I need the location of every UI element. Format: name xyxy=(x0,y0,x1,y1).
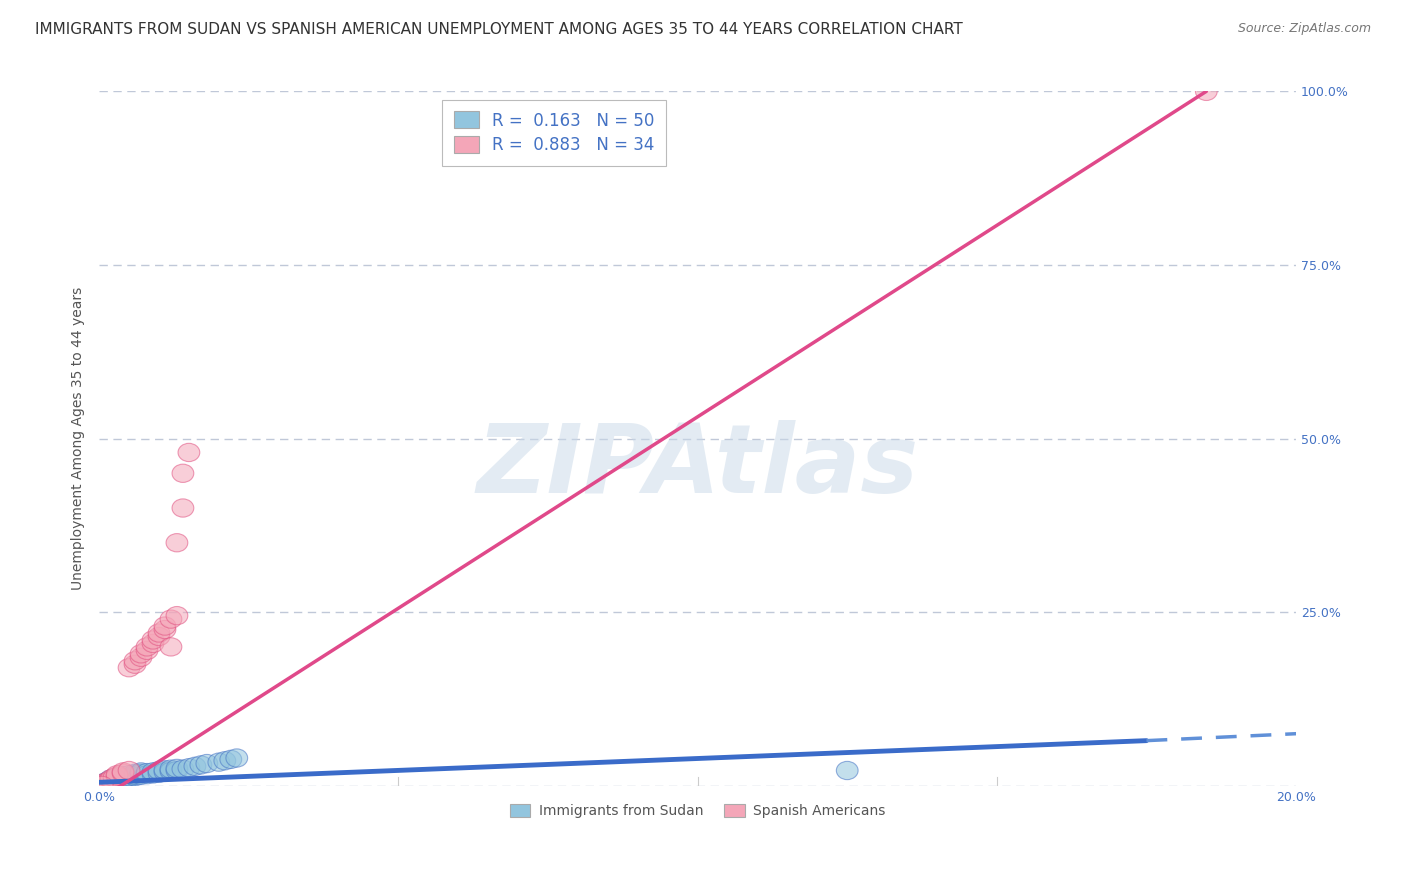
Legend: Immigrants from Sudan, Spanish Americans: Immigrants from Sudan, Spanish Americans xyxy=(503,799,891,824)
Ellipse shape xyxy=(148,627,170,646)
Ellipse shape xyxy=(172,464,194,483)
Ellipse shape xyxy=(107,770,128,788)
Ellipse shape xyxy=(124,764,146,782)
Ellipse shape xyxy=(103,772,125,790)
Ellipse shape xyxy=(142,764,165,783)
Ellipse shape xyxy=(131,763,152,781)
Ellipse shape xyxy=(142,763,165,781)
Ellipse shape xyxy=(112,763,134,781)
Ellipse shape xyxy=(166,759,188,778)
Ellipse shape xyxy=(136,638,157,656)
Ellipse shape xyxy=(226,749,247,767)
Ellipse shape xyxy=(131,648,152,666)
Ellipse shape xyxy=(179,443,200,461)
Ellipse shape xyxy=(100,771,122,789)
Ellipse shape xyxy=(124,766,146,784)
Ellipse shape xyxy=(155,761,176,779)
Ellipse shape xyxy=(124,768,146,786)
Ellipse shape xyxy=(148,762,170,780)
Ellipse shape xyxy=(166,533,188,552)
Text: Source: ZipAtlas.com: Source: ZipAtlas.com xyxy=(1237,22,1371,36)
Ellipse shape xyxy=(91,775,112,794)
Ellipse shape xyxy=(160,762,181,780)
Ellipse shape xyxy=(94,776,117,794)
Ellipse shape xyxy=(172,499,194,517)
Ellipse shape xyxy=(94,774,117,793)
Ellipse shape xyxy=(136,764,157,781)
Y-axis label: Unemployment Among Ages 35 to 44 years: Unemployment Among Ages 35 to 44 years xyxy=(72,287,86,591)
Ellipse shape xyxy=(94,773,117,791)
Ellipse shape xyxy=(118,769,141,788)
Ellipse shape xyxy=(142,631,165,649)
Ellipse shape xyxy=(112,771,134,789)
Ellipse shape xyxy=(837,762,858,780)
Ellipse shape xyxy=(124,652,146,670)
Ellipse shape xyxy=(100,770,122,788)
Ellipse shape xyxy=(94,774,117,793)
Ellipse shape xyxy=(94,773,117,791)
Ellipse shape xyxy=(131,766,152,784)
Ellipse shape xyxy=(107,772,128,790)
Ellipse shape xyxy=(219,750,242,769)
Ellipse shape xyxy=(136,641,157,659)
Ellipse shape xyxy=(160,610,181,628)
Ellipse shape xyxy=(166,762,188,780)
Ellipse shape xyxy=(190,756,212,774)
Ellipse shape xyxy=(118,765,141,784)
Ellipse shape xyxy=(112,764,134,782)
Ellipse shape xyxy=(93,777,115,795)
Ellipse shape xyxy=(142,634,165,653)
Ellipse shape xyxy=(148,764,170,782)
Ellipse shape xyxy=(155,763,176,781)
Ellipse shape xyxy=(100,773,122,791)
Ellipse shape xyxy=(172,760,194,778)
Text: IMMIGRANTS FROM SUDAN VS SPANISH AMERICAN UNEMPLOYMENT AMONG AGES 35 TO 44 YEARS: IMMIGRANTS FROM SUDAN VS SPANISH AMERICA… xyxy=(35,22,963,37)
Ellipse shape xyxy=(131,764,152,782)
Ellipse shape xyxy=(155,617,176,635)
Ellipse shape xyxy=(100,770,122,788)
Ellipse shape xyxy=(1195,82,1218,101)
Text: ZIPAtlas: ZIPAtlas xyxy=(477,420,918,513)
Ellipse shape xyxy=(184,757,205,775)
Ellipse shape xyxy=(214,752,236,770)
Ellipse shape xyxy=(195,755,218,772)
Ellipse shape xyxy=(118,768,141,786)
Ellipse shape xyxy=(155,621,176,639)
Ellipse shape xyxy=(118,658,141,677)
Ellipse shape xyxy=(107,768,128,787)
Ellipse shape xyxy=(118,762,141,780)
Ellipse shape xyxy=(124,655,146,673)
Ellipse shape xyxy=(136,765,157,784)
Ellipse shape xyxy=(100,771,122,789)
Ellipse shape xyxy=(107,767,128,785)
Ellipse shape xyxy=(103,771,125,789)
Ellipse shape xyxy=(97,774,120,792)
Ellipse shape xyxy=(166,607,188,624)
Ellipse shape xyxy=(97,772,120,790)
Ellipse shape xyxy=(91,776,112,795)
Ellipse shape xyxy=(160,760,181,778)
Ellipse shape xyxy=(97,772,120,790)
Ellipse shape xyxy=(160,638,181,656)
Ellipse shape xyxy=(208,753,229,772)
Ellipse shape xyxy=(179,758,200,777)
Ellipse shape xyxy=(110,771,131,789)
Ellipse shape xyxy=(131,645,152,663)
Ellipse shape xyxy=(103,768,125,787)
Ellipse shape xyxy=(91,775,112,794)
Ellipse shape xyxy=(112,768,134,787)
Ellipse shape xyxy=(107,765,128,784)
Ellipse shape xyxy=(112,766,134,784)
Ellipse shape xyxy=(148,624,170,642)
